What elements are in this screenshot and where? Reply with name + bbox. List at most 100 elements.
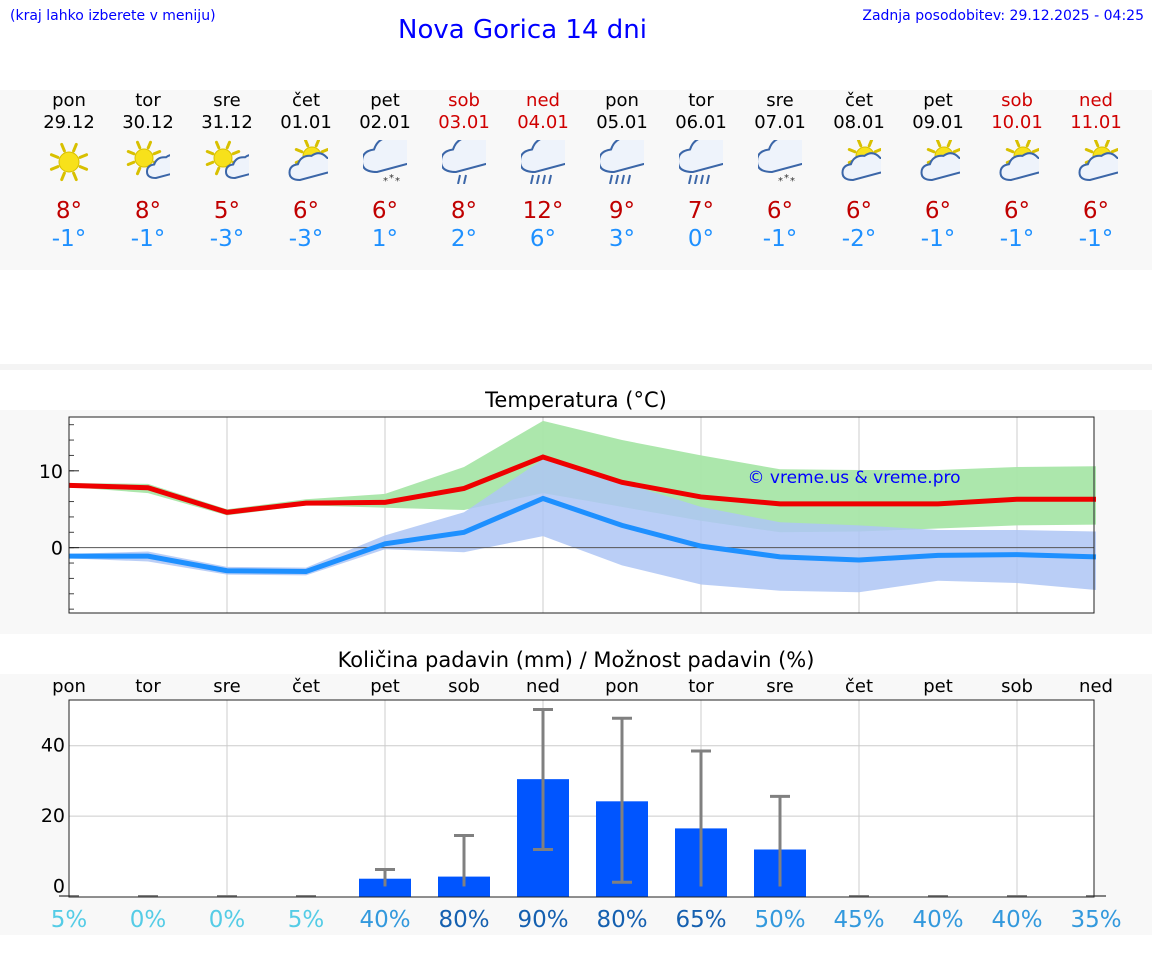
precipitation-probability: 5% <box>288 907 325 933</box>
last-updated: Zadnja posodobitev: 29.12.2025 - 04:25 <box>862 8 1144 24</box>
day-date: 02.01 <box>359 112 411 133</box>
day-name: pon <box>605 90 639 111</box>
y-tick-label: 10 <box>39 461 63 483</box>
category-label: tor <box>688 676 714 697</box>
svg-text:*: * <box>389 173 394 184</box>
category-label: pon <box>52 676 86 697</box>
category-label: sob <box>1001 676 1033 697</box>
category-label: čet <box>292 676 320 697</box>
max-temperature: 7° <box>687 198 715 224</box>
precipitation-probability: 40% <box>912 907 963 933</box>
y-tick-label: 20 <box>41 805 65 827</box>
day-name: ned <box>526 90 560 111</box>
precipitation-bar <box>438 876 490 897</box>
precipitation-probability: 0% <box>130 907 167 933</box>
min-temperature: -1° <box>762 226 798 252</box>
min-temperature: -1° <box>51 226 87 252</box>
precipitation-probability: 80% <box>438 907 489 933</box>
day-date: 06.01 <box>675 112 727 133</box>
page-title: Nova Gorica 14 dni <box>398 15 647 45</box>
precipitation-probability: 5% <box>51 907 88 933</box>
day-name: pet <box>923 90 953 111</box>
day-date: 11.01 <box>1070 112 1122 133</box>
max-temperature: 6° <box>1003 198 1031 224</box>
svg-text:*: * <box>778 176 783 184</box>
max-temperature: 6° <box>1082 198 1110 224</box>
category-label: pet <box>370 676 400 697</box>
precipitation-probability: 80% <box>596 907 647 933</box>
daily-forecast-strip: pon 29.12 8° -1° tor 30.12 8° -1° sre 31.12 5° -3° č… <box>0 90 1152 270</box>
y-tick-label: 40 <box>41 735 65 757</box>
partly-cloudy-icon <box>1078 140 1118 182</box>
cloud-heavy-rain-icon <box>600 140 644 184</box>
min-temperature: -3° <box>288 226 324 252</box>
category-label: pon <box>605 676 639 697</box>
partly-cloudy-icon <box>288 140 328 182</box>
precipitation-probability: 0% <box>209 907 246 933</box>
day-name: sob <box>1001 90 1033 111</box>
day-name: pet <box>370 90 400 111</box>
category-label: sre <box>213 676 240 697</box>
day-date: 10.01 <box>991 112 1043 133</box>
y-tick-label: 0 <box>51 538 63 560</box>
precipitation-chart-title: Količina padavin (mm) / Možnost padavin … <box>337 648 815 672</box>
day-name: čet <box>291 90 321 111</box>
location-hint[interactable]: (kraj lahko izberete v meniju) <box>10 8 216 24</box>
day-name: čet <box>844 90 874 111</box>
precipitation-probability: 40% <box>991 907 1042 933</box>
min-temperature: 2° <box>450 226 478 252</box>
precipitation-probability: 35% <box>1070 907 1121 933</box>
max-temperature: 6° <box>292 198 320 224</box>
partly-cloudy-icon <box>841 140 881 182</box>
precipitation-probability: 50% <box>754 907 805 933</box>
day-date: 01.01 <box>280 112 332 133</box>
precipitation-probability: 90% <box>517 907 568 933</box>
plot-frame <box>68 416 1095 614</box>
svg-text:*: * <box>784 173 789 184</box>
category-label: sre <box>766 676 793 697</box>
svg-text:*: * <box>383 176 388 184</box>
min-temperature: -1° <box>920 226 956 252</box>
max-temperature: 6° <box>766 198 794 224</box>
section-divider <box>0 364 1152 370</box>
max-temperature: 9° <box>608 198 636 224</box>
category-label: tor <box>135 676 161 697</box>
day-date: 31.12 <box>201 112 253 133</box>
day-name: pon <box>52 90 86 111</box>
day-date: 07.01 <box>754 112 806 133</box>
min-temperature: -1° <box>999 226 1035 252</box>
watermark: © vreme.us & vreme.pro <box>747 468 960 488</box>
plot-frame <box>68 699 1095 898</box>
min-temperature-line <box>69 495 1097 574</box>
y-tick-label: 0 <box>53 875 65 897</box>
svg-text:*: * <box>790 176 795 184</box>
max-temperature: 8° <box>450 198 478 224</box>
max-temperature: 12° <box>522 198 564 224</box>
day-date: 29.12 <box>43 112 95 133</box>
day-name: sob <box>448 90 480 111</box>
max-temperature: 5° <box>213 198 241 224</box>
min-temperature: 0° <box>687 226 715 252</box>
min-temperature: -1° <box>130 226 166 252</box>
max-temperature: 8° <box>55 198 83 224</box>
max-temperature: 6° <box>924 198 952 224</box>
cloud-heavy-rain-icon <box>679 140 723 184</box>
cloud-snow-icon: * * * <box>363 140 407 184</box>
precipitation-bar <box>359 878 411 897</box>
precipitation-probability: 65% <box>675 907 726 933</box>
cloud-heavy-rain-icon <box>521 140 565 184</box>
sun-cloud-small-icon <box>126 140 170 180</box>
min-temperature: -3° <box>209 226 245 252</box>
svg-text:*: * <box>395 176 400 184</box>
day-name: tor <box>135 90 161 111</box>
temperature-chart-title: Temperatura (°C) <box>485 388 667 412</box>
min-temperature: 6° <box>529 226 557 252</box>
min-temperature: 3° <box>608 226 636 252</box>
partly-cloudy-icon <box>920 140 960 182</box>
max-temperature: 8° <box>134 198 162 224</box>
cloud-rain-icon <box>442 140 486 184</box>
day-date: 30.12 <box>122 112 174 133</box>
sunny-icon <box>49 142 89 182</box>
plot-area <box>69 700 1094 897</box>
precipitation-panel: pon tor sre čet pet sob ned pon tor sre čet pet sob n… <box>0 674 1152 935</box>
